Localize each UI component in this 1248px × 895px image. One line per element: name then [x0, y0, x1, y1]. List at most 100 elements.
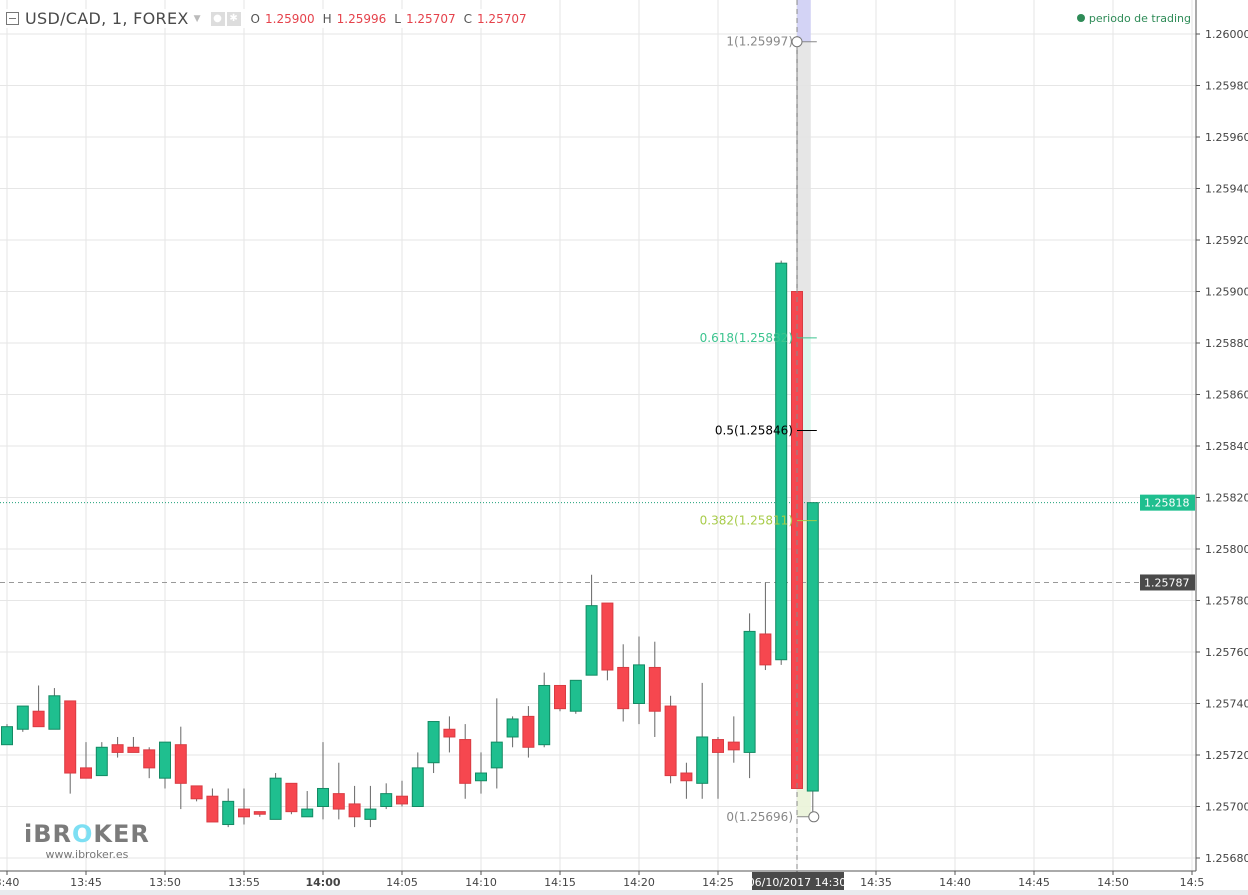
- candle-body: [585, 605, 598, 676]
- candle-body: [301, 808, 314, 818]
- fib-level-label: 0.5(1.25846): [715, 424, 793, 438]
- symbol-title[interactable]: USD/CAD, 1, FOREX: [25, 9, 189, 28]
- gear-icon[interactable]: ✱: [226, 11, 241, 26]
- time-tick-label: 14:25: [702, 876, 734, 889]
- crosshair-time-badge-bg: [752, 872, 844, 890]
- candle-body: [380, 793, 393, 807]
- candle-body: [222, 800, 235, 826]
- collapse-icon[interactable]: [6, 12, 19, 25]
- close-value: 1.25707: [476, 11, 527, 26]
- price-tick-label: 1.25980: [1205, 80, 1248, 93]
- price-tick-label: 1.25740: [1205, 698, 1248, 711]
- ibroker-logo: iBROKER www.ibroker.es: [24, 820, 150, 861]
- session-indicator: periodo de trading: [1076, 12, 1191, 25]
- candle-down: [80, 742, 92, 779]
- candle-body: [759, 633, 772, 666]
- candle-up: [16, 705, 29, 732]
- candle-up: [317, 742, 329, 820]
- candle-down: [554, 684, 566, 712]
- candle-down: [443, 716, 456, 753]
- candle-body: [648, 666, 661, 712]
- logo-brand: iBROKER: [24, 820, 150, 848]
- candle-body: [80, 767, 92, 779]
- candle-down: [174, 726, 187, 810]
- logo-url: www.ibroker.es: [45, 848, 129, 861]
- candle-up: [633, 636, 645, 725]
- candle-up: [743, 613, 756, 779]
- eye-icon[interactable]: ●: [210, 11, 225, 26]
- candle-body: [285, 782, 298, 813]
- price-tick-label: 1.25720: [1205, 749, 1248, 762]
- candle-body: [269, 777, 282, 820]
- candle-body: [111, 744, 124, 753]
- high-label: H: [322, 11, 332, 26]
- candle-body: [664, 705, 677, 777]
- price-tick-label: 1.25900: [1205, 286, 1248, 299]
- time-tick-label: 14:40: [939, 876, 971, 889]
- low-value: 1.25707: [405, 11, 456, 26]
- price-tick-label: 1.25840: [1205, 440, 1248, 453]
- candle-body: [427, 721, 440, 764]
- candle-body: [490, 741, 503, 769]
- candle-body: [253, 811, 266, 815]
- price-tick-label: 1.25800: [1205, 543, 1248, 556]
- candle-up: [95, 742, 108, 777]
- candle-body: [32, 710, 45, 728]
- candle-down: [727, 716, 740, 763]
- candle-down: [348, 785, 361, 828]
- candle-down: [332, 762, 345, 820]
- time-tick-label: 14:05: [386, 876, 418, 889]
- candle-up: [775, 260, 788, 665]
- candle-up: [475, 752, 487, 794]
- fib-band-above: [797, 0, 811, 42]
- candle-body: [174, 744, 187, 784]
- candle-up: [411, 752, 424, 807]
- candle-up: [48, 688, 61, 730]
- time-tick-label: 14:45: [1018, 876, 1050, 889]
- candle-body: [1, 726, 13, 746]
- candle-body: [16, 705, 29, 730]
- candle-down: [680, 762, 693, 799]
- candle-down: [206, 788, 219, 823]
- session-dot-icon: [1076, 14, 1085, 22]
- last-price-badge: 1.25818: [1144, 497, 1190, 510]
- candle-body: [48, 695, 61, 730]
- high-value: 1.25996: [336, 11, 387, 26]
- candle-down: [190, 785, 203, 802]
- candle-body: [775, 262, 788, 661]
- candle-body: [680, 772, 693, 782]
- candle-down: [522, 706, 535, 758]
- candle-body: [633, 664, 645, 704]
- candle-body: [696, 736, 709, 784]
- candle-up: [1, 724, 13, 746]
- candle-up: [427, 721, 440, 774]
- candle-down: [285, 782, 298, 815]
- crosshair-price-badge: 1.25787: [1144, 576, 1190, 589]
- chevron-down-icon[interactable]: ▼: [193, 13, 201, 24]
- price-tick-label: 1.25940: [1205, 183, 1248, 196]
- candle-body: [127, 746, 140, 753]
- low-label: L: [394, 11, 401, 26]
- candle-up: [222, 788, 235, 828]
- time-tick-label: 14:10: [465, 876, 497, 889]
- close-label: C: [463, 11, 472, 26]
- candle-down: [238, 788, 250, 825]
- fib-band: [797, 41, 811, 338]
- candle-down: [32, 685, 45, 728]
- price-tick-label: 1.25880: [1205, 337, 1248, 350]
- candle-down: [64, 700, 77, 794]
- candle-body: [64, 700, 77, 774]
- time-tick-label: 3:40: [0, 876, 19, 889]
- price-tick-label: 1.26000: [1205, 28, 1248, 41]
- open-label: O: [250, 11, 260, 26]
- last-price-badge-bg: [1140, 494, 1195, 511]
- candle-body: [443, 728, 456, 738]
- candle-body: [143, 749, 156, 769]
- open-value: 1.25900: [265, 11, 315, 26]
- price-axis-bg: [1196, 0, 1248, 871]
- candle-down: [127, 736, 140, 753]
- candle-body: [554, 684, 566, 710]
- candle-up: [585, 574, 598, 676]
- candle-body: [475, 772, 487, 782]
